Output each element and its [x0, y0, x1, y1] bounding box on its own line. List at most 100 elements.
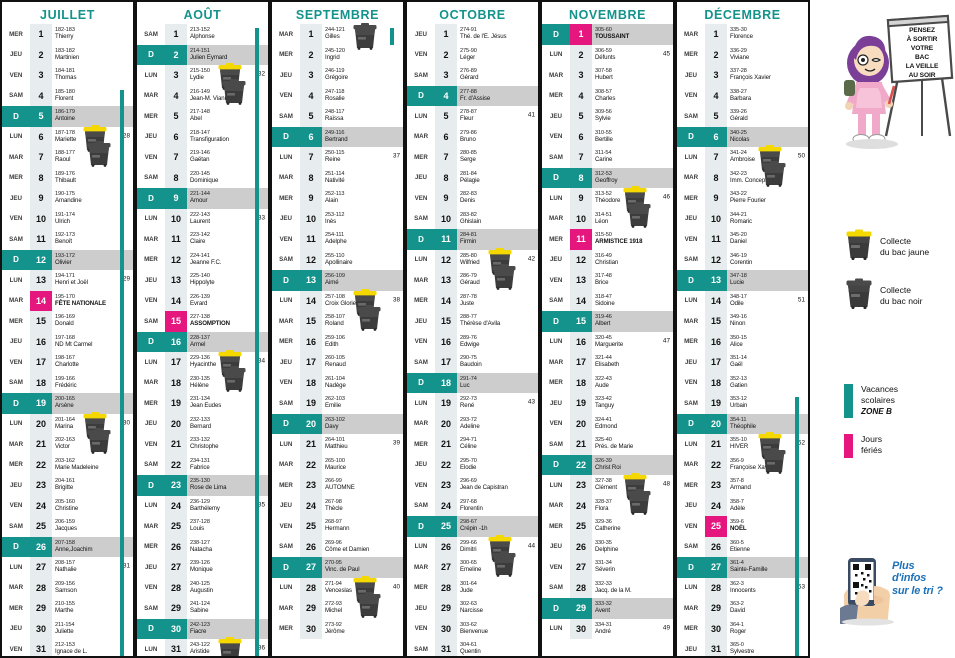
day-of-week: MAR — [272, 311, 300, 332]
day-of-week: SAM — [2, 372, 30, 393]
day-number: 10 — [165, 208, 187, 229]
day-row: MAR 8 251-114 Nativité — [272, 167, 403, 188]
day-of-week: MER — [2, 311, 30, 332]
day-row: MAR 28 209-156 Samson — [2, 577, 133, 598]
saint-name: Brice — [595, 279, 609, 286]
day-of-week: D — [137, 188, 165, 209]
day-number: 10 — [705, 208, 727, 229]
qr-promo[interactable]: Plus d'infos sur le tri ? — [838, 550, 954, 630]
day-number: 13 — [165, 270, 187, 291]
day-of-week: SAM — [2, 516, 30, 537]
day-number: 7 — [30, 147, 52, 168]
day-of-week: MER — [2, 24, 30, 45]
saint-name: Sidoine — [595, 299, 615, 307]
day-row: MAR 11 223-142 Claire — [137, 229, 268, 250]
day-row: D 18 291-74 Luc — [407, 372, 538, 393]
day-row: SAM 11 192-173 Benoît — [2, 229, 133, 250]
day-number: 6 — [705, 126, 727, 147]
yellow-bin-icon — [844, 228, 874, 265]
month-title: AOÛT — [183, 8, 222, 22]
day-ordinal: 298-67 — [460, 519, 477, 526]
day-row: D 27 270-95 Vinc. de Paul — [272, 557, 403, 578]
day-of-week: MAR — [2, 147, 30, 168]
day-number: 2 — [435, 44, 457, 65]
day-row: MER 4 308-57 Charles — [542, 85, 673, 106]
day-number: 27 — [570, 557, 592, 578]
day-ordinal: 261-104 — [325, 375, 345, 382]
day-number: 8 — [165, 167, 187, 188]
day-ordinal: 361-4 — [730, 560, 744, 567]
saint-name: Marguerite — [595, 340, 624, 348]
day-ordinal: 230-135 — [190, 375, 210, 382]
day-ordinal: 329-36 — [595, 519, 612, 526]
month-column: OCTOBRE JEU 1 274-91 Thé. de l'E. Jésus VEN 2 2… — [405, 0, 540, 658]
saint-name: Louis — [190, 525, 205, 532]
day-of-week: LUN — [137, 65, 165, 86]
day-row: MAR 29 363-2 David — [677, 598, 808, 619]
saint-name: Catherine — [595, 525, 621, 532]
day-row: MER 18 322-43 Aude — [542, 372, 673, 393]
day-info: 321-44 Elisabeth — [592, 352, 673, 373]
day-of-week: JEU — [542, 393, 570, 414]
saint-name: Ignace de L. — [55, 648, 88, 655]
day-info: 318-47 Sidoine — [592, 290, 673, 311]
day-of-week: JEU — [2, 44, 30, 65]
day-ordinal: 297-68 — [460, 498, 477, 505]
saint-name: Bruno — [460, 135, 476, 143]
day-number: 10 — [300, 208, 322, 229]
saint-name: Alice — [730, 340, 743, 348]
day-number: 22 — [705, 454, 727, 475]
day-row: MER 23 357-8 Armand — [677, 475, 808, 496]
day-info: 207-158 Anne,Joachim — [52, 536, 133, 557]
day-row: SAM 19 262-103 Emilie — [272, 393, 403, 414]
day-ordinal: 249-116 — [325, 129, 345, 136]
day-row: MER 14 287-78 Juste — [407, 290, 538, 311]
saint-name: Jacques — [55, 525, 77, 532]
day-number: 24 — [300, 495, 322, 516]
saint-name: Hyacinthe — [190, 361, 217, 368]
day-row: D 13 347-18 Lucie — [677, 270, 808, 291]
day-info: 195-170 FÊTE NATIONALE — [52, 290, 133, 311]
day-row: MAR 6 279-86 Bruno — [407, 126, 538, 147]
saint-name: Armand — [730, 484, 751, 491]
day-info: 221-144 Amour — [187, 188, 268, 209]
day-of-week: VEN — [137, 577, 165, 598]
day-ordinal: 223-142 — [190, 232, 210, 239]
day-number: 16 — [300, 331, 322, 352]
black-bin-icon — [350, 20, 384, 64]
day-number: 9 — [165, 188, 187, 209]
day-row: MER 1 182-183 Thierry — [2, 24, 133, 45]
day-row: LUN 16 320-45 Marguerite 47 — [542, 331, 673, 352]
saint-name: Bernard — [190, 422, 211, 430]
saint-name: Christ Roi — [595, 463, 621, 471]
day-of-week: LUN — [137, 208, 165, 229]
saint-name: Gérald — [730, 115, 748, 122]
saint-name: Bertrand — [325, 135, 348, 143]
day-ordinal: 344-21 — [730, 211, 747, 218]
day-number: 18 — [435, 372, 457, 393]
day-info: 227-138 ASSOMPTION — [187, 311, 268, 332]
saint-name: Quentin — [460, 648, 481, 655]
board-line-4: BAC — [915, 54, 929, 62]
day-number: 24 — [165, 495, 187, 516]
day-number: 6 — [30, 126, 52, 147]
day-info: 315-50 ARMISTICE 1918 — [592, 229, 673, 250]
day-info: 241-124 Sabine — [187, 598, 268, 619]
day-info: 233-132 Christophe — [187, 434, 268, 455]
day-row: SAM 21 325-40 Prés. de Marie — [542, 434, 673, 455]
day-ordinal: 316-49 — [595, 252, 612, 259]
day-number: 15 — [30, 311, 52, 332]
day-ordinal: 234-131 — [190, 457, 210, 464]
day-info: 311-54 Carine — [592, 147, 673, 168]
day-row: JEU 12 316-49 Christian — [542, 249, 673, 270]
day-ordinal: 356-9 — [730, 457, 744, 464]
day-row: MER 16 259-106 Edith — [272, 331, 403, 352]
day-number: 22 — [435, 454, 457, 475]
day-row: LUN 13 194-171 Henri et Joël 29 — [2, 270, 133, 291]
month-column: DÉCEMBRE MAR 1 335-30 Florence MER 2 336-29 Vivi… — [675, 0, 810, 658]
day-info: 305-60 TOUSSAINT — [592, 24, 673, 45]
saint-name: Baudoin — [460, 361, 482, 368]
day-ordinal: 262-103 — [325, 396, 345, 403]
day-number: 22 — [570, 454, 592, 475]
day-ordinal: 189-176 — [55, 170, 75, 177]
